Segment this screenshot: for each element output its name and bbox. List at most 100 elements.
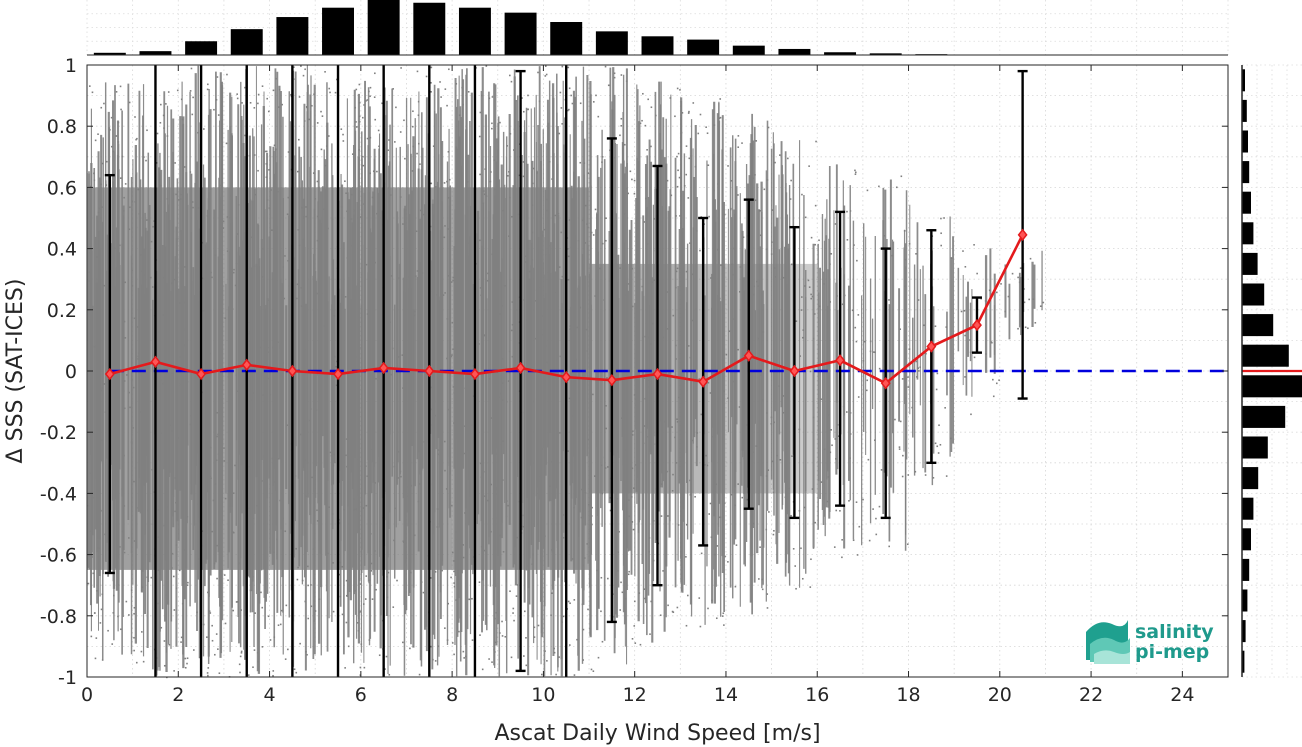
scatter-point [772,533,775,536]
scatter-point [201,241,204,244]
scatter-point [260,346,263,349]
scatter-point [390,373,393,376]
scatter-point [236,93,238,95]
mean-marker [972,318,982,332]
scatter-point [192,96,194,99]
scatter-point [508,350,511,353]
scatter-point [757,337,760,340]
scatter-point [627,283,630,285]
scatter-point [172,230,175,233]
scatter-point [166,135,169,137]
scatter-point [643,588,646,590]
scatter-point [628,570,630,573]
scatter-point [206,88,209,91]
scatter-point [224,317,227,319]
scatter-point [544,650,546,652]
scatter-point [419,414,422,416]
scatter-point [666,470,668,473]
scatter-point [410,571,412,574]
scatter-point [854,173,857,176]
mean-marker [241,358,252,372]
scatter-point [160,103,162,106]
scatter-point [830,429,833,431]
scatter-point [96,590,98,592]
scatter-point [217,114,220,116]
scatter-point [652,322,654,325]
scatter-point [642,92,644,95]
scatter-point [448,313,451,316]
scatter-point [899,420,902,423]
scatter-point [787,157,789,160]
scatter-point [700,413,703,416]
scatter-point [600,610,602,613]
scatter-point [586,350,589,352]
scatter-point [137,355,140,358]
scatter-point [743,457,745,460]
scatter-point [553,647,555,650]
scatter-point [940,217,942,220]
scatter-point [644,124,647,127]
scatter-point [745,498,748,501]
scatter-point [561,579,563,582]
scatter-point [241,102,243,104]
scatter-point [385,655,388,658]
scatter-point [835,458,837,460]
scatter-point [471,639,474,641]
scatter-point [293,283,296,285]
scatter-point [397,356,400,358]
scatter-point [713,421,715,423]
scatter-point [198,498,201,501]
scatter-point [649,633,651,635]
scatter-point [430,408,433,411]
scatter-point [573,506,575,509]
scatter-point [335,384,338,387]
scatter-point [616,570,619,572]
scatter-point [548,160,551,163]
scatter-point [303,120,306,122]
scatter-point [100,106,103,109]
scatter-point [925,352,927,355]
scatter-point [329,451,332,454]
scatter-point [557,212,560,215]
scatter-point [688,110,690,113]
scatter-point [698,378,701,380]
scatter-point [416,152,418,155]
scatter-point [419,483,421,485]
scatter-point [368,579,371,582]
scatter-point [303,215,305,218]
scatter-point [311,104,313,107]
scatter-point [146,129,148,132]
scatter-point [446,639,449,641]
scatter-point [342,140,345,142]
scatter-point [908,348,911,350]
scatter-point [179,198,182,200]
scatter-point [289,442,292,445]
scatter-point [438,368,440,371]
scatter-point [691,439,694,442]
scatter-point [907,386,910,388]
scatter-point [180,641,182,643]
scatter-point [560,550,563,553]
scatter-point [606,377,608,379]
scatter-point [359,216,362,218]
scatter-point [686,594,689,597]
scatter-point [676,418,679,421]
scatter-point [207,591,209,594]
scatter-point [184,657,187,660]
scatter-point [523,525,525,528]
scatter-point [801,577,804,580]
scatter-point [733,247,735,250]
scatter-point [256,505,258,507]
scatter-point [431,424,433,426]
scatter-point [898,401,901,403]
scatter-point [722,612,725,615]
scatter-point [324,71,326,73]
scatter-point [404,338,406,340]
scatter-point [133,612,135,615]
scatter-point [413,314,416,317]
scatter-point [763,188,766,191]
scatter-point [789,198,792,200]
scatter-point [125,374,128,376]
scatter-point [418,306,421,308]
scatter-point [123,320,126,323]
